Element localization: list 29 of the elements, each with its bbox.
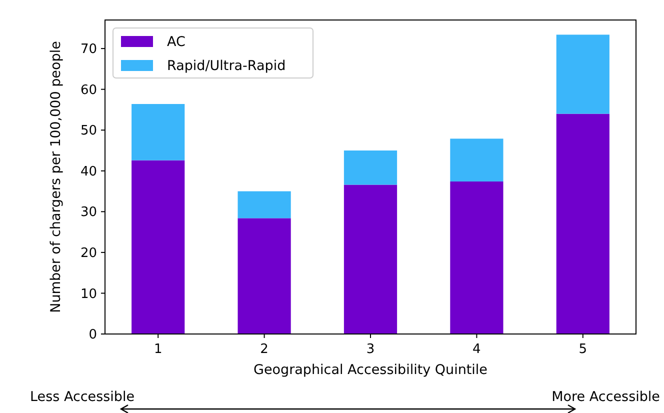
y-tick-label: 70 <box>80 42 97 58</box>
text: More Accessible <box>552 389 660 405</box>
bar <box>344 150 398 185</box>
bar <box>132 160 185 334</box>
x-tick-label: 3 <box>366 342 375 357</box>
y-tick-label: 50 <box>80 124 97 139</box>
y-tick-label: 60 <box>80 82 97 98</box>
y-tick-label: 20 <box>80 246 97 261</box>
bar <box>556 114 610 334</box>
bar <box>344 184 398 334</box>
legend-label: Rapid/Ultra-Rapid <box>167 58 286 74</box>
y-axis-title: Number of chargers per 100,000 people <box>48 41 64 313</box>
x-tick-label: 1 <box>154 342 162 357</box>
text: Less Accessible <box>30 389 135 405</box>
y-tick-label: 40 <box>80 164 97 180</box>
x-axis-title: Geographical Accessibility Quintile <box>254 362 488 378</box>
x-tick-label: 4 <box>472 342 481 357</box>
y-tick-label: 10 <box>80 286 97 302</box>
x-tick-label: 2 <box>260 342 268 357</box>
bar <box>238 191 291 218</box>
legend-label: AC <box>167 34 186 50</box>
bar <box>556 34 610 114</box>
y-tick-label: 30 <box>80 205 97 220</box>
bar <box>238 218 291 334</box>
x-tick-label: 5 <box>578 342 588 357</box>
y-tick-label: 0 <box>88 328 97 343</box>
bar <box>450 181 504 334</box>
bar <box>450 138 504 182</box>
bar <box>132 104 185 160</box>
